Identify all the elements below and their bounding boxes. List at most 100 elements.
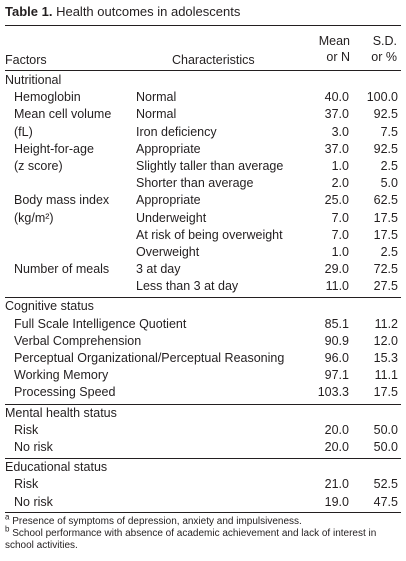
table-row: At risk of being overweight 7.0 17.5: [0, 227, 406, 244]
characteristic-cell: Overweight: [136, 244, 200, 259]
mean-cell: 20.0: [324, 439, 349, 454]
sd-cell: 52.5: [373, 477, 398, 492]
section-header-row: Nutritional: [0, 72, 406, 89]
footnote-text: Presence of symptoms of depression, anxi…: [12, 516, 302, 527]
factor-cell: No risk: [14, 439, 53, 454]
table-body: Nutritional Hemoglobin Normal 40.0 100.0 Mean…: [0, 72, 406, 511]
table-row: Shorter than average 2.0 5.0: [0, 175, 406, 192]
characteristic-cell: Appropriate: [136, 141, 201, 156]
mean-cell: 20.0: [324, 422, 349, 437]
section-label: Educational status: [5, 460, 108, 475]
mean-cell: 37.0: [324, 141, 349, 156]
sd-cell: 7.5: [380, 124, 398, 139]
characteristic-cell: Underweight: [136, 210, 207, 225]
factor-cell: Perceptual Organizational/Perceptual Rea…: [14, 351, 285, 365]
sd-cell: 50.0: [373, 422, 398, 437]
table-row: Mean cell volume Normal 37.0 92.5: [0, 106, 406, 123]
footnote-mark: a: [5, 512, 10, 522]
sd-cell: 92.5: [373, 141, 398, 156]
factor-cell: Mean cell volume: [14, 107, 112, 122]
section-rule: [5, 458, 401, 460]
header-mean-line1: Mean: [318, 34, 350, 48]
factor-cell: (z score): [14, 158, 63, 173]
sd-cell: 72.5: [373, 262, 398, 277]
mean-cell: 85.1: [324, 316, 349, 331]
section-label: Nutritional: [5, 73, 62, 87]
table-row: Processing Speed 103.3 17.5: [0, 384, 406, 401]
factor-cell: Hemoglobin: [14, 90, 81, 105]
sd-cell: 2.5: [380, 244, 398, 259]
section-rule: [5, 403, 401, 405]
factor-cell: Number of meals: [14, 262, 110, 277]
table-row: Height-for-age Appropriate 37.0 92.5: [0, 141, 406, 158]
table-row: (kg/m²) Underweight 7.0 17.5: [0, 210, 406, 227]
table-label: Table 1.: [5, 4, 53, 19]
header-sd-line2: or %: [371, 50, 397, 64]
mean-cell: 103.3: [317, 385, 349, 400]
table-row: Hemoglobin Normal 40.0 100.0: [0, 89, 406, 106]
table-caption: Health outcomes in adolescents: [56, 4, 241, 19]
mean-cell: 21.0: [324, 477, 349, 492]
factor-cell: Processing Speed: [14, 385, 116, 400]
factor-cell: Full Scale Intelligence Quotient: [14, 316, 187, 331]
table-row: Risk 20.0 50.0: [0, 422, 406, 439]
section-header-row: Educational status: [0, 459, 406, 476]
mean-cell: 37.0: [324, 107, 349, 122]
table-row: Risk 21.0 52.5: [0, 476, 406, 493]
characteristic-cell: Normal: [136, 107, 177, 122]
characteristic-cell: Appropriate: [136, 193, 201, 208]
sd-cell: 17.5: [373, 385, 398, 400]
section-label: Cognitive status: [5, 299, 94, 314]
sd-cell: 47.5: [373, 494, 398, 509]
mean-cell: 96.0: [324, 351, 349, 365]
mean-cell: 11.0: [325, 279, 349, 294]
table-row: (z score) Slightly taller than average 1.0…: [0, 158, 406, 175]
sd-cell: 12.0: [373, 333, 398, 348]
characteristic-cell: Less than 3 at day: [136, 279, 239, 294]
factor-cell: Body mass index: [14, 193, 110, 208]
header-sd-line1: S.D.: [372, 34, 397, 48]
mean-cell: 29.0: [324, 262, 349, 277]
mean-cell: 3.0: [331, 124, 349, 139]
sd-cell: 15.3: [373, 351, 398, 365]
mean-cell: 1.0: [331, 244, 349, 259]
sd-cell: 100.0: [366, 90, 398, 105]
table-row: No risk 19.0 47.5: [0, 494, 406, 511]
factor-cell: (kg/m²): [14, 210, 54, 225]
bottom-rule: [5, 512, 401, 513]
top-rule: [5, 25, 401, 26]
characteristic-cell: Slightly taller than average: [136, 158, 284, 173]
table-row: Less than 3 at day 11.0 27.5: [0, 278, 406, 295]
header-rule: [5, 70, 401, 71]
table-row: Overweight 1.0 2.5: [0, 244, 406, 261]
section-rule: [5, 297, 401, 299]
sd-cell: 17.5: [373, 210, 398, 225]
characteristic-cell: At risk of being overweight: [136, 227, 283, 242]
table-row: Body mass index Appropriate 25.0 62.5: [0, 192, 406, 209]
header-sd: S.D. or %: [352, 33, 397, 65]
sd-cell: 92.5: [373, 107, 398, 122]
sd-cell: 11.2: [374, 316, 398, 331]
sd-cell: 27.5: [373, 279, 398, 294]
footnote: b School performance with absence of aca…: [5, 524, 403, 552]
mean-cell: 25.0: [324, 193, 349, 208]
table-row: Perceptual Organizational/Perceptual Rea…: [0, 350, 406, 367]
table-row: No risk 20.0 50.0: [0, 439, 406, 456]
characteristic-cell: 3 at day: [136, 262, 181, 277]
factor-cell: Risk: [14, 422, 39, 437]
factor-cell: Verbal Comprehension: [14, 333, 142, 348]
factor-cell: Working Memory: [14, 368, 109, 383]
section-header-row: Cognitive status: [0, 298, 406, 315]
characteristic-cell: Iron deficiency: [136, 124, 217, 139]
characteristic-cell: Shorter than average: [136, 176, 254, 191]
footnote-mark: b: [5, 524, 10, 534]
mean-cell: 1.0: [331, 158, 349, 173]
mean-cell: 2.0: [331, 176, 349, 191]
table-row: Number of meals 3 at day 29.0 72.5: [0, 261, 406, 278]
sd-cell: 2.5: [380, 158, 398, 173]
sd-cell: 11.1: [374, 368, 398, 383]
sd-cell: 50.0: [373, 439, 398, 454]
section-label: Mental health status: [5, 405, 117, 420]
mean-cell: 40.0: [324, 90, 349, 105]
